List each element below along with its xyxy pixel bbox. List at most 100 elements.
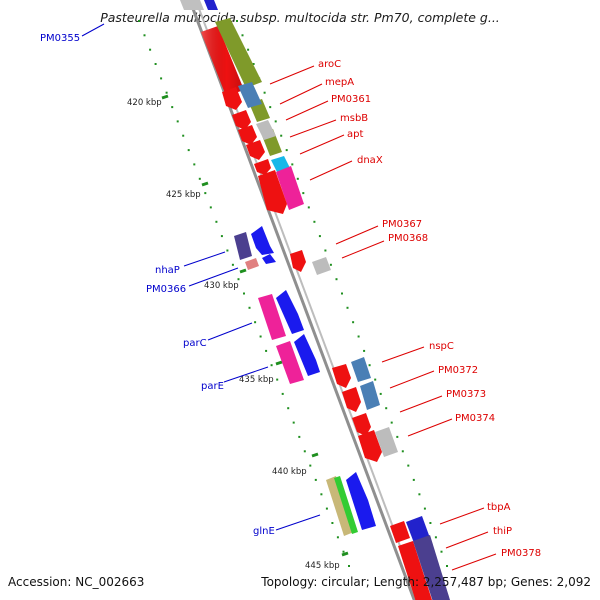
gene-block-dnaX-magenta[interactable] xyxy=(276,166,304,210)
gene-arrow-dnaX-a[interactable] xyxy=(254,159,271,175)
gene-label-mepA[interactable]: mepA xyxy=(325,77,354,88)
leader-PM0378 xyxy=(451,553,497,571)
gene-block-top-grey[interactable] xyxy=(178,0,204,10)
gene-block-dnaX-cyan[interactable] xyxy=(271,156,290,172)
gene-label-tbpA[interactable]: tbpA xyxy=(487,502,511,513)
gene-arrow-glnE[interactable] xyxy=(346,472,376,530)
gene-block-top-blue[interactable] xyxy=(202,0,218,10)
gene-arrow-PM0361[interactable] xyxy=(222,87,242,110)
gene-label-PM0355[interactable]: PM0355 xyxy=(40,33,80,44)
tick-dot xyxy=(237,278,240,281)
gene-arrow-tbpA[interactable] xyxy=(390,521,410,543)
gene-block-glnE-tan[interactable] xyxy=(326,476,354,536)
tick-dot xyxy=(285,149,288,152)
gene-label-apt[interactable]: apt xyxy=(347,129,363,140)
gene-block-mepA-blue[interactable] xyxy=(238,82,262,108)
gene-label-PM0368[interactable]: PM0368 xyxy=(388,233,428,244)
gene-arrow-parE[interactable] xyxy=(294,334,320,376)
gene-arrow-PM0373[interactable] xyxy=(352,413,371,436)
gene-arrow-PM0374[interactable] xyxy=(358,430,382,462)
leader-PM0355 xyxy=(81,23,105,37)
gene-block-PM0368[interactable] xyxy=(312,257,331,275)
tick-dot xyxy=(412,478,415,481)
gene-block-parC-magenta[interactable] xyxy=(258,294,286,340)
tick-dot xyxy=(318,235,321,238)
reverse-strand-genes xyxy=(178,0,450,600)
kbp-label-425: 425 kbp xyxy=(166,190,201,200)
tick-dot xyxy=(138,20,140,22)
gene-label-aroC[interactable]: aroC xyxy=(318,59,341,70)
gene-arrow-parC[interactable] xyxy=(276,290,304,334)
tick-dot xyxy=(374,378,377,381)
gene-arrow-apt[interactable] xyxy=(238,125,257,145)
tick-dot xyxy=(274,120,277,123)
gene-block-nhaP-purple[interactable] xyxy=(234,232,252,260)
tick-dot xyxy=(215,220,218,223)
gene-label-dnaX[interactable]: dnaX xyxy=(357,155,383,166)
tick-dot xyxy=(226,249,229,252)
leader-parE xyxy=(223,366,269,383)
gene-arrow-nspC[interactable] xyxy=(332,364,351,388)
gene-block-nspC-blue[interactable] xyxy=(351,357,371,382)
gene-arrow-thiP[interactable] xyxy=(398,541,432,600)
gene-arrow-msbB[interactable] xyxy=(232,110,251,130)
leader-PM0372 xyxy=(389,370,435,389)
gene-label-PM0366[interactable]: PM0366 xyxy=(146,284,186,295)
gene-label-msbB[interactable]: msbB xyxy=(340,113,368,124)
leader-nspC xyxy=(381,346,425,363)
gene-label-parE[interactable]: parE xyxy=(201,381,224,392)
gene-arrow-nhaP[interactable] xyxy=(251,226,274,255)
tick-dot xyxy=(236,20,238,22)
tick-dot xyxy=(149,48,152,51)
gene-block-glnE-green[interactable] xyxy=(334,476,358,534)
tick-dot xyxy=(165,91,168,94)
gene-block-tbpA-blue[interactable] xyxy=(406,516,430,543)
tick-dot xyxy=(325,507,328,510)
gene-block-PM0366[interactable] xyxy=(245,258,259,270)
accession-value: NC_002663 xyxy=(75,575,145,589)
tick-dot xyxy=(154,63,157,65)
tick-dot xyxy=(292,421,295,424)
gene-block-PM0374-grey[interactable] xyxy=(375,427,398,457)
leader-msbB xyxy=(289,119,337,138)
gene-label-PM0378[interactable]: PM0378 xyxy=(501,548,541,559)
gene-arrow-dnaX[interactable] xyxy=(258,170,287,214)
gene-block-olive-1[interactable] xyxy=(215,18,262,88)
gene-block-parE-magenta[interactable] xyxy=(276,341,304,384)
tick-dot xyxy=(309,464,312,467)
gene-label-nhaP[interactable]: nhaP xyxy=(155,265,180,276)
gene-label-PM0372[interactable]: PM0372 xyxy=(438,365,478,376)
gene-arrow-PM0367[interactable] xyxy=(290,250,306,272)
gene-arrow-nhaP-small[interactable] xyxy=(262,254,276,264)
tick-dot xyxy=(254,321,257,324)
leader-glnE xyxy=(275,514,321,531)
gene-label-PM0361[interactable]: PM0361 xyxy=(331,94,371,105)
gene-block-msbB-grey[interactable] xyxy=(256,120,276,140)
tick-dot xyxy=(276,378,279,381)
gene-arrow-PM0372[interactable] xyxy=(342,387,361,412)
kbp-tick-445 xyxy=(341,551,349,557)
gene-label-glnE[interactable]: glnE xyxy=(253,526,275,537)
gene-label-PM0373[interactable]: PM0373 xyxy=(446,389,486,400)
gene-block-PM0372-blue[interactable] xyxy=(360,381,380,410)
length-value: 2,257,487 bp; xyxy=(422,575,508,589)
tick-tracks xyxy=(138,20,448,567)
gene-label-PM0367[interactable]: PM0367 xyxy=(382,219,422,230)
tick-dot xyxy=(423,507,426,510)
gene-arrow-apt-2[interactable] xyxy=(246,140,265,160)
tick-dot xyxy=(407,464,410,467)
gene-label-thiP[interactable]: thiP xyxy=(493,526,512,537)
gene-label-PM0374[interactable]: PM0374 xyxy=(455,413,495,424)
tick-dot xyxy=(280,134,283,137)
gene-label-parC[interactable]: parC xyxy=(183,338,207,349)
kbp-tick-440 xyxy=(311,452,319,458)
tick-dot xyxy=(390,421,393,424)
leader-thiP xyxy=(445,531,489,549)
genes-value: 2,092 xyxy=(556,575,591,589)
genome-stats: Topology: circular; Length: 2,257,487 bp… xyxy=(261,575,591,589)
tick-dot xyxy=(171,106,174,109)
gene-block-PM0378[interactable] xyxy=(413,535,450,600)
tick-dot xyxy=(440,550,443,553)
gene-label-nspC[interactable]: nspC xyxy=(429,341,454,352)
